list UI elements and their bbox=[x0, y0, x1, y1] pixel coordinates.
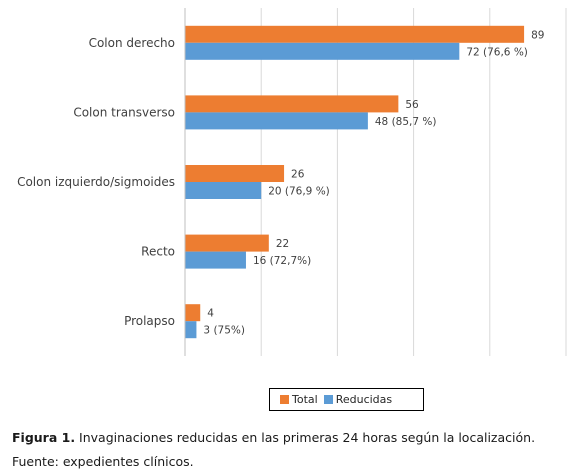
data-label: 22 bbox=[276, 238, 289, 250]
legend-item-total: Total bbox=[280, 393, 318, 406]
bar-reducidas bbox=[185, 182, 262, 199]
legend-swatch-reducidas bbox=[323, 395, 333, 404]
figure-source: Fuente: expedientes clínicos. bbox=[12, 454, 194, 469]
data-label: 48 (85,7 %) bbox=[375, 116, 437, 128]
data-label: 4 bbox=[207, 308, 214, 320]
category-label: Prolapso bbox=[124, 314, 175, 328]
data-label: 20 (76,9 %) bbox=[268, 186, 330, 198]
bar-reducidas bbox=[185, 251, 246, 269]
bar-total bbox=[185, 234, 269, 252]
legend-label-total: Total bbox=[292, 393, 318, 406]
figure-caption: Figura 1. Invaginaciones reducidas en la… bbox=[12, 430, 535, 445]
bar-total bbox=[185, 25, 525, 43]
bar-reducidas bbox=[185, 321, 197, 339]
bar-total bbox=[185, 304, 201, 322]
bar-reducidas bbox=[185, 112, 368, 130]
legend: Total Reducidas bbox=[269, 388, 424, 411]
bar-total bbox=[185, 95, 399, 113]
category-label: Colon derecho bbox=[89, 36, 175, 50]
figure-text: Invaginaciones reducidas en las primeras… bbox=[75, 430, 536, 445]
data-label: 16 (72,7%) bbox=[253, 255, 311, 267]
bar-total bbox=[185, 165, 285, 182]
data-label: 89 bbox=[531, 29, 544, 41]
data-label: 26 bbox=[291, 169, 305, 181]
data-label: 72 (76,6 %) bbox=[466, 46, 528, 58]
legend-label-reducidas: Reducidas bbox=[335, 393, 393, 406]
data-label: 56 bbox=[405, 99, 419, 111]
category-label: Recto bbox=[141, 245, 175, 259]
category-label: Colon transverso bbox=[73, 105, 175, 119]
figure-label: Figura 1. bbox=[12, 430, 76, 445]
category-label: Colon izquierdo/sigmoides bbox=[17, 175, 175, 189]
legend-item-reducidas: Reducidas bbox=[323, 393, 393, 406]
legend-swatch-total bbox=[280, 395, 289, 404]
bar-reducidas bbox=[185, 42, 460, 60]
data-label: 3 (75%) bbox=[203, 325, 245, 337]
